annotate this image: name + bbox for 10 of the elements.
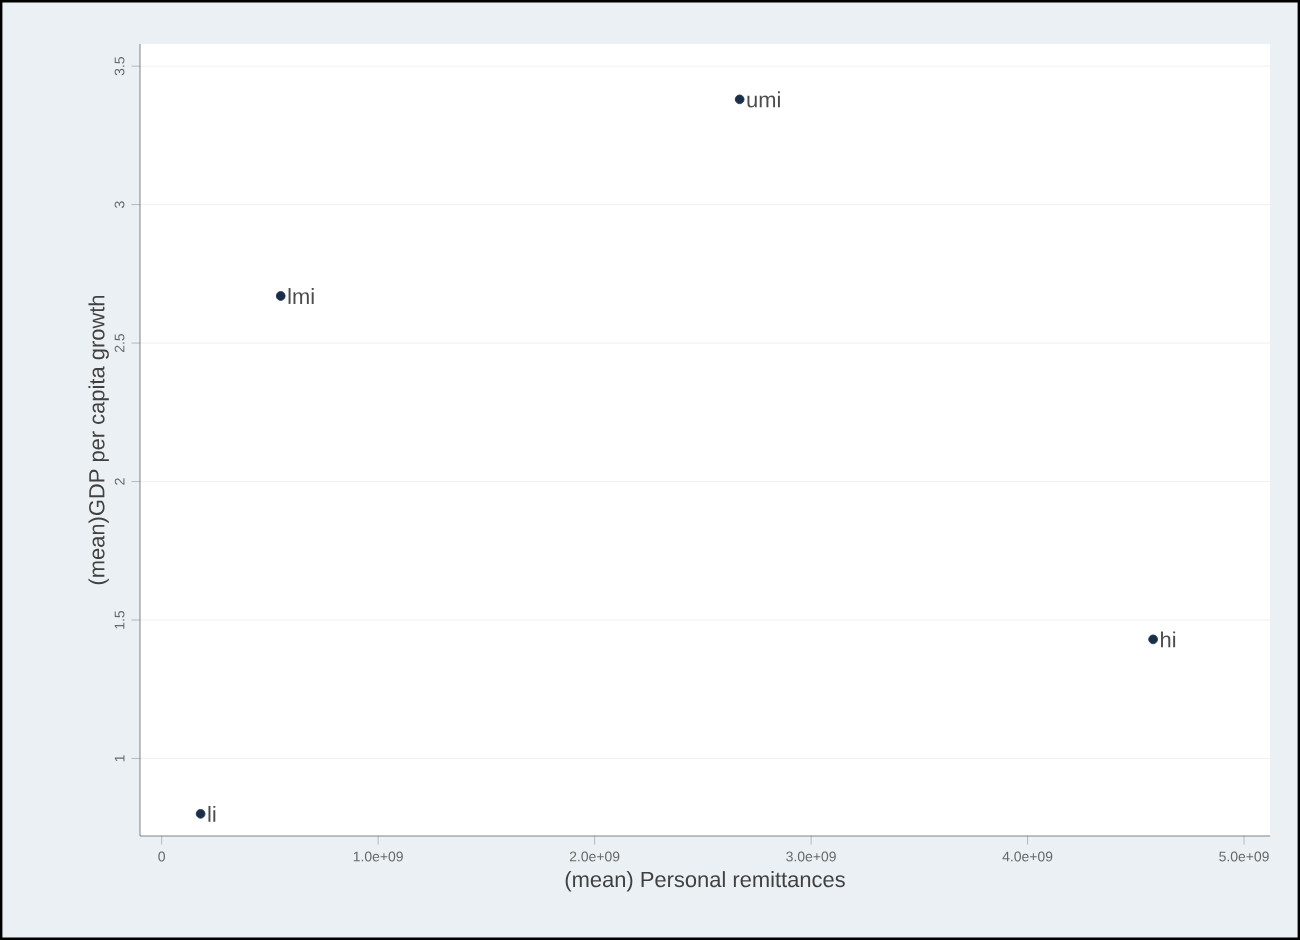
point bbox=[1148, 634, 1158, 645]
annotation: lmi bbox=[288, 288, 314, 304]
point bbox=[734, 94, 745, 105]
point bbox=[275, 291, 286, 301]
annotation: li bbox=[208, 805, 216, 822]
x-axis-title: (mean) Personal remittances bbox=[565, 871, 845, 892]
annotation: hi bbox=[1161, 631, 1176, 648]
point bbox=[195, 809, 206, 819]
annotation: umi bbox=[747, 91, 780, 108]
y-axis-title: (mean)GDP per capita growth bbox=[88, 295, 109, 585]
